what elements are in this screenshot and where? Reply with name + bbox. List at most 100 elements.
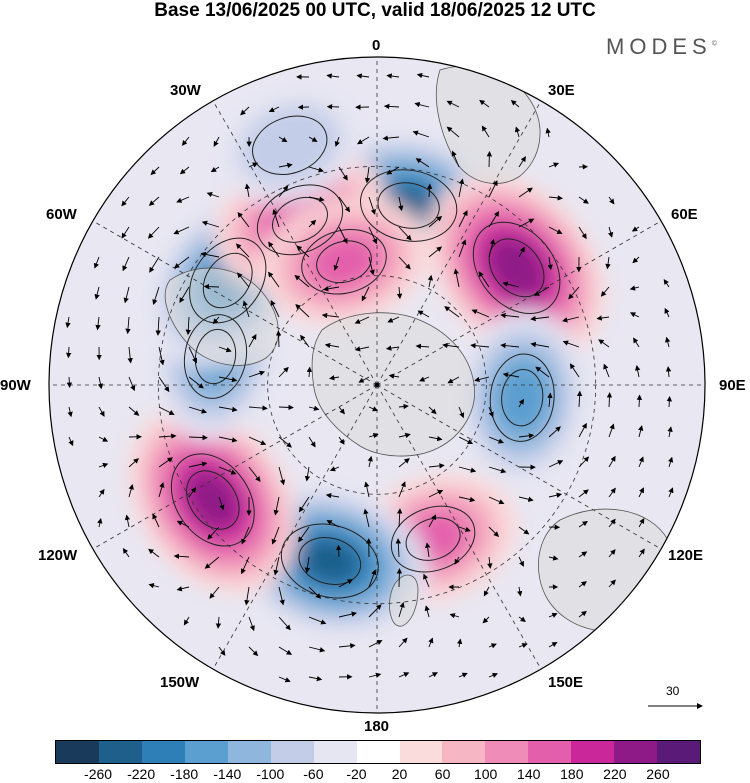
colorbar-swatch (56, 741, 99, 763)
wind-vector (502, 281, 520, 288)
wind-vector (338, 196, 351, 213)
latitude-circle (267, 275, 487, 495)
wind-vector (481, 125, 490, 138)
wind-vector (354, 316, 370, 324)
wind-vector (278, 676, 291, 683)
colorbar-tick-label: 180 (560, 766, 584, 782)
colorbar-swatch (399, 741, 443, 763)
wind-vector (212, 316, 220, 325)
wind-vector (322, 286, 340, 292)
colorbar-tick-label: 260 (646, 766, 670, 782)
lon-label-90w: 90W (0, 377, 31, 394)
wind-vector (518, 556, 524, 567)
wind-vector (295, 303, 310, 318)
wind-vector (428, 406, 437, 415)
wind-vector (150, 166, 160, 176)
wind-vector (122, 256, 130, 272)
wind-vector (329, 375, 340, 381)
wind-vector (218, 346, 232, 353)
wind-vector (548, 226, 563, 234)
wind-vector (368, 406, 379, 412)
wind-vector (270, 299, 280, 318)
wind-vector (428, 435, 443, 442)
wind-vector (578, 610, 587, 618)
wind-vector (278, 436, 292, 448)
wind-vector (242, 300, 250, 318)
colorbar-tick-label: -220 (127, 766, 156, 782)
wind-vector (453, 268, 460, 288)
wind-vector (248, 405, 268, 411)
colorbar-swatch (270, 741, 314, 763)
wind-vector (200, 251, 220, 258)
wind-vector (449, 613, 460, 619)
wind-vector (176, 586, 190, 592)
antarctica (311, 312, 476, 457)
wind-vector (338, 226, 348, 244)
wind-vector (65, 346, 72, 359)
wind-vector (419, 376, 430, 382)
wind-vector (518, 218, 535, 228)
wind-vector (488, 180, 498, 198)
wind-vector (333, 256, 340, 271)
wind-vector (97, 376, 104, 390)
wind-vector (300, 334, 310, 348)
wind-vector (278, 586, 285, 606)
wind-vector (93, 256, 100, 269)
wind-vector (326, 520, 340, 528)
wind-vector (576, 390, 583, 408)
wind-vector (383, 103, 400, 110)
wind-vector (458, 178, 465, 198)
wind-vector (603, 363, 610, 378)
wind-vector (188, 487, 197, 498)
wind-vector (308, 219, 317, 228)
wind-vector (446, 100, 460, 108)
wind-vector (237, 211, 250, 228)
wind-vector (385, 345, 400, 351)
wind-vector (458, 239, 467, 258)
wind-vector (382, 135, 400, 141)
wind-vector (271, 526, 280, 545)
wind-vector (326, 73, 340, 79)
colorbar-tick-label: 220 (603, 766, 627, 782)
wind-vector (458, 672, 468, 678)
wind-vector (486, 150, 493, 168)
wind-vector (364, 481, 370, 498)
wind-vector (518, 156, 526, 168)
wind-vector (483, 586, 490, 597)
lon-label-60w: 60W (46, 206, 77, 223)
wind-vector (388, 373, 400, 379)
meridian-line (376, 220, 662, 386)
anomaly-level (486, 236, 547, 300)
wind-vector (298, 496, 310, 513)
wind-vector (338, 436, 345, 445)
colorbar-tick-label: -260 (84, 766, 113, 782)
wind-vector (95, 316, 101, 331)
wind-vectors (65, 72, 674, 683)
lon-label-60e: 60E (671, 206, 698, 223)
wind-vector (488, 496, 505, 505)
contour-line (194, 328, 237, 385)
colorbar-swatch (313, 741, 357, 763)
wind-vector (68, 436, 74, 447)
wind-vector (535, 366, 550, 378)
wind-vector (428, 672, 438, 678)
wind-vector (471, 309, 490, 318)
wind-vector (562, 316, 580, 323)
wind-vector (638, 456, 644, 468)
wind-vector (278, 616, 291, 631)
polar-map (48, 56, 706, 714)
wind-vector (398, 481, 406, 498)
wind-vector (545, 127, 551, 138)
wind-vector (578, 456, 590, 468)
wind-vector (158, 433, 177, 439)
wind-vector (273, 496, 280, 516)
wind-vector (237, 272, 250, 288)
wind-vector (416, 72, 430, 79)
wind-vector (606, 392, 613, 408)
lon-label-150e: 150E (548, 674, 584, 691)
wind-vector (458, 526, 471, 532)
wind-vector (188, 346, 197, 364)
wind-vector (488, 672, 498, 678)
wind-vector (458, 496, 476, 503)
wind-vector (578, 422, 587, 438)
